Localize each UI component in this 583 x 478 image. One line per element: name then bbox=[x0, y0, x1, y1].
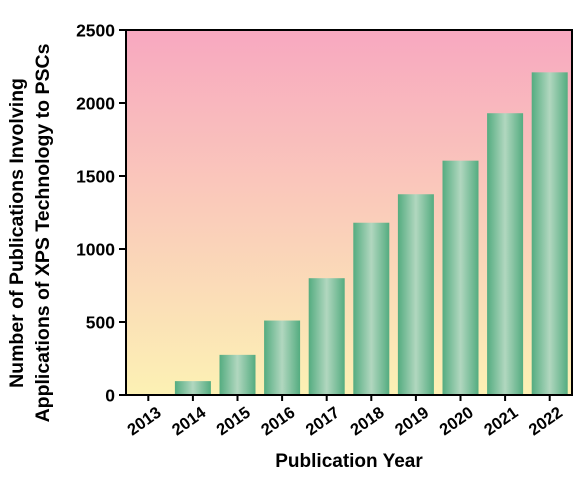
y-axis-label-line-1: Number of Publications Involving bbox=[6, 78, 28, 388]
x-tick-label: 2018 bbox=[347, 404, 387, 440]
x-tick-label: 2015 bbox=[213, 404, 253, 440]
bar-2018 bbox=[353, 222, 390, 395]
bar-2014 bbox=[174, 381, 211, 395]
x-tick-label: 2017 bbox=[303, 404, 343, 440]
bar-2022 bbox=[531, 72, 568, 395]
x-tick-label: 2020 bbox=[436, 404, 476, 440]
y-tick-label: 1000 bbox=[76, 240, 115, 260]
x-axis: 2013 2014 2015 2016 2017 2018 2019 2020 2021 2022 bbox=[124, 395, 566, 439]
y-axis: 0 500 1000 1500 2000 2500 bbox=[76, 21, 126, 406]
x-tick-label: 2022 bbox=[526, 404, 566, 440]
y-tick-label: 2000 bbox=[76, 94, 115, 114]
y-tick-label: 500 bbox=[86, 313, 115, 333]
y-axis-label-line-2: Applications of XPS Technology to PSCs bbox=[32, 43, 54, 422]
x-tick-label: 2014 bbox=[169, 403, 210, 439]
bar-2017 bbox=[308, 278, 345, 395]
bar-2016 bbox=[264, 320, 301, 395]
plot-frame bbox=[125, 29, 573, 396]
x-tick-label: 2019 bbox=[392, 404, 432, 440]
y-tick-label: 2500 bbox=[76, 21, 115, 41]
bars-group bbox=[174, 72, 568, 395]
y-tick-label: 0 bbox=[105, 386, 115, 406]
bar-2020 bbox=[442, 160, 479, 395]
bar-2015 bbox=[219, 354, 256, 395]
x-tick-label: 2016 bbox=[258, 404, 298, 440]
bar-2021 bbox=[487, 113, 524, 395]
bar-2019 bbox=[397, 194, 434, 395]
x-tick-label: 2021 bbox=[481, 404, 521, 440]
y-tick-label: 1500 bbox=[76, 167, 115, 187]
x-tick-label: 2013 bbox=[124, 404, 164, 440]
x-axis-label: Publication Year bbox=[275, 451, 423, 472]
